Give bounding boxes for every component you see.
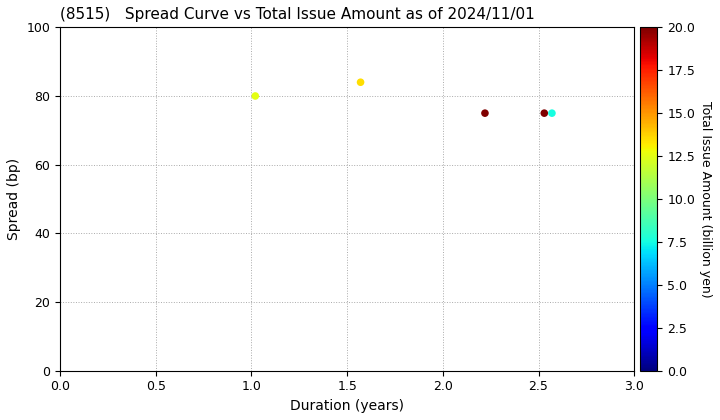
Point — [250, 93, 261, 100]
Point — [355, 79, 366, 86]
Point — [539, 110, 550, 116]
Point — [546, 110, 558, 116]
Y-axis label: Total Issue Amount (billion yen): Total Issue Amount (billion yen) — [698, 101, 712, 297]
Y-axis label: Spread (bp): Spread (bp) — [7, 158, 21, 240]
Point — [480, 110, 491, 116]
Text: (8515)   Spread Curve vs Total Issue Amount as of 2024/11/01: (8515) Spread Curve vs Total Issue Amoun… — [60, 7, 535, 22]
X-axis label: Duration (years): Duration (years) — [290, 399, 404, 413]
